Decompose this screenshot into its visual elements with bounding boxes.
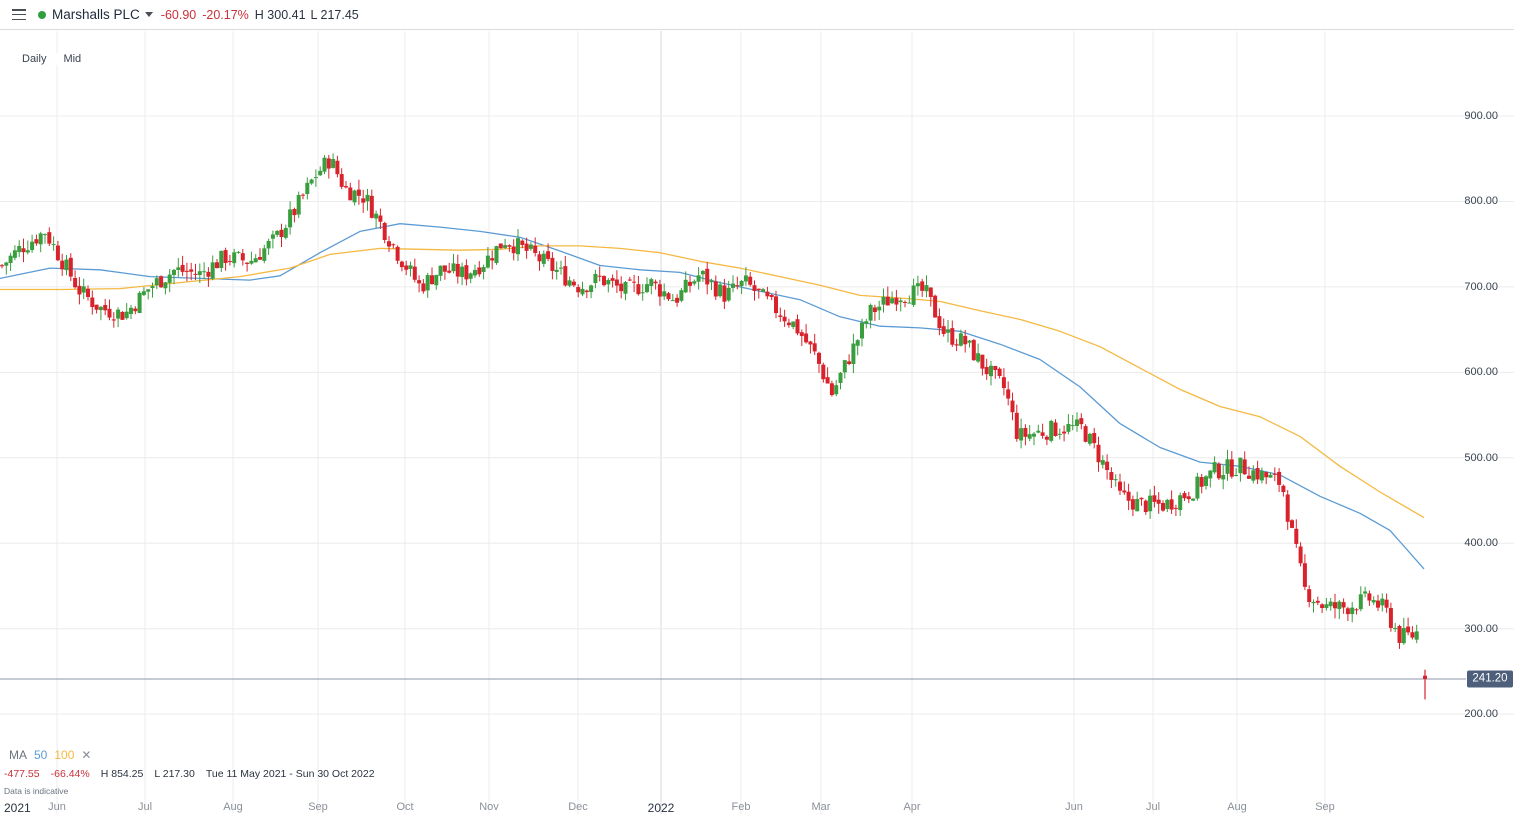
x-tick-label: Sep bbox=[1315, 801, 1335, 813]
x-tick-label: Aug bbox=[223, 801, 243, 813]
market-status-icon bbox=[38, 10, 46, 19]
indicator-legend: MA 50 100 ✕ bbox=[9, 748, 91, 762]
x-tick-label: Jun bbox=[48, 801, 66, 813]
ma-50-label[interactable]: 50 bbox=[34, 748, 48, 762]
range-low: L 217.30 bbox=[154, 768, 195, 780]
ma-100-label[interactable]: 100 bbox=[54, 748, 75, 762]
price-change: -60.90 bbox=[160, 7, 197, 22]
chevron-down-icon bbox=[144, 12, 153, 17]
range-stats: -477.55 -66.44% H 854.25 L 217.30 Tue 11… bbox=[4, 768, 386, 780]
current-price-tag: 241.20 bbox=[1467, 670, 1513, 688]
session-low: L 217.45 bbox=[310, 7, 359, 22]
price-chart[interactable] bbox=[0, 31, 1514, 814]
y-tick-label: 600.00 bbox=[1464, 366, 1498, 379]
x-tick-label: Aug bbox=[1227, 801, 1247, 813]
hamburger-menu-icon[interactable] bbox=[12, 9, 26, 20]
x-tick-label: Jun bbox=[1065, 801, 1083, 813]
date-range: Tue 11 May 2021 - Sun 30 Oct 2022 bbox=[205, 768, 375, 780]
instrument-name: Marshalls PLC bbox=[52, 7, 140, 22]
instrument-header: Marshalls PLC -60.90 -20.17% H 300.41 L … bbox=[0, 0, 1514, 30]
x-tick-label: Sep bbox=[308, 801, 328, 813]
y-tick-label: 700.00 bbox=[1464, 280, 1498, 293]
data-disclaimer: Data is indicative bbox=[4, 786, 69, 796]
x-tick-label: 2021 bbox=[4, 801, 31, 815]
range-change-percent: -66.44% bbox=[50, 768, 90, 780]
ma-indicator-label[interactable]: MA bbox=[9, 748, 27, 762]
x-tick-label: Apr bbox=[903, 801, 921, 813]
x-tick-label: Jul bbox=[137, 801, 153, 813]
range-change: -477.55 bbox=[4, 768, 40, 780]
x-tick-label: Feb bbox=[731, 801, 751, 813]
instrument-selector[interactable]: Marshalls PLC bbox=[52, 7, 161, 22]
chart-settings: Daily Mid bbox=[22, 53, 99, 65]
x-tick-label: Jul bbox=[1145, 801, 1161, 813]
interval-selector[interactable]: Daily bbox=[22, 53, 64, 65]
y-tick-label: 400.00 bbox=[1464, 537, 1498, 550]
y-tick-label: 500.00 bbox=[1464, 451, 1498, 464]
x-tick-label: Dec bbox=[568, 801, 588, 813]
x-tick-label: 2022 bbox=[647, 801, 675, 815]
range-high: H 854.25 bbox=[100, 768, 144, 780]
candlestick-plot[interactable] bbox=[0, 31, 1514, 814]
remove-indicator-close-icon[interactable]: ✕ bbox=[81, 748, 92, 762]
x-tick-label: Oct bbox=[396, 801, 414, 813]
y-tick-label: 300.00 bbox=[1464, 622, 1498, 635]
session-high: H 300.41 bbox=[254, 7, 306, 22]
x-tick-label: Mar bbox=[811, 801, 831, 813]
y-tick-label: 200.00 bbox=[1464, 708, 1498, 721]
y-tick-label: 800.00 bbox=[1464, 195, 1498, 208]
price-type-selector[interactable]: Mid bbox=[63, 53, 99, 65]
x-tick-label: Nov bbox=[479, 801, 499, 813]
price-change-percent: -20.17% bbox=[202, 7, 249, 22]
y-tick-label: 900.00 bbox=[1464, 110, 1498, 122]
